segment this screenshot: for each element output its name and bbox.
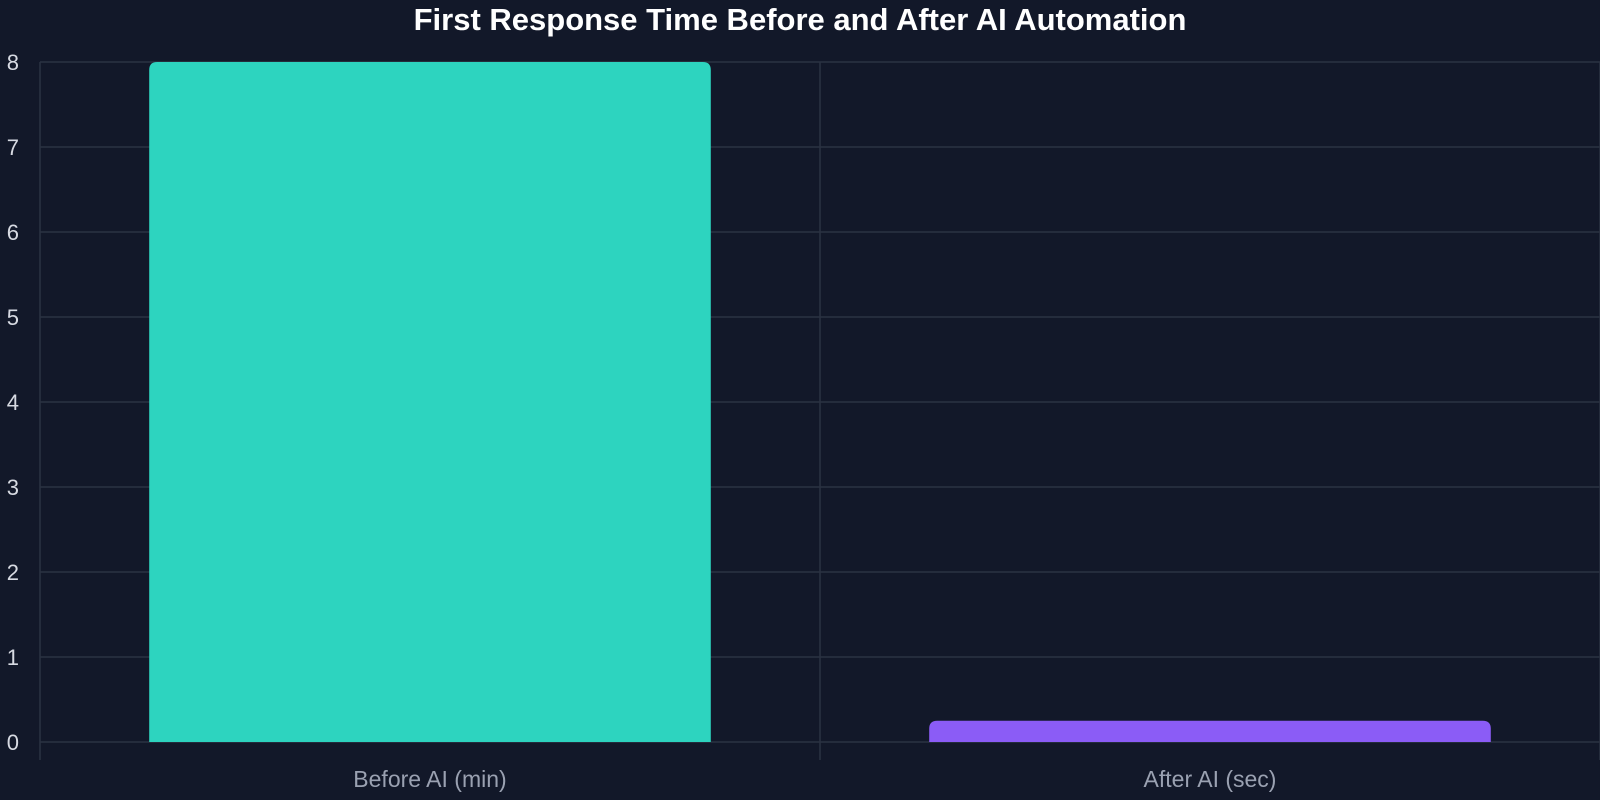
chart-title: First Response Time Before and After AI … bbox=[414, 2, 1187, 37]
y-tick-label: 7 bbox=[7, 135, 19, 160]
y-tick-label: 3 bbox=[7, 475, 19, 500]
y-tick-label: 5 bbox=[7, 305, 19, 330]
x-tick-label: Before AI (min) bbox=[353, 766, 506, 792]
bar-0 bbox=[149, 62, 711, 742]
y-tick-label: 6 bbox=[7, 220, 19, 245]
y-tick-label: 8 bbox=[7, 50, 19, 75]
bar-1 bbox=[929, 720, 1491, 742]
y-axis-ticks: 0 1 2 3 4 5 6 7 8 bbox=[7, 50, 19, 755]
y-tick-label: 1 bbox=[7, 645, 19, 670]
y-tick-label: 2 bbox=[7, 560, 19, 585]
x-axis-ticks: Before AI (min) After AI (sec) bbox=[353, 766, 1276, 792]
x-tick-label: After AI (sec) bbox=[1144, 766, 1277, 792]
y-tick-label: 0 bbox=[7, 730, 19, 755]
y-tick-label: 4 bbox=[7, 390, 19, 415]
bars bbox=[149, 62, 1491, 742]
